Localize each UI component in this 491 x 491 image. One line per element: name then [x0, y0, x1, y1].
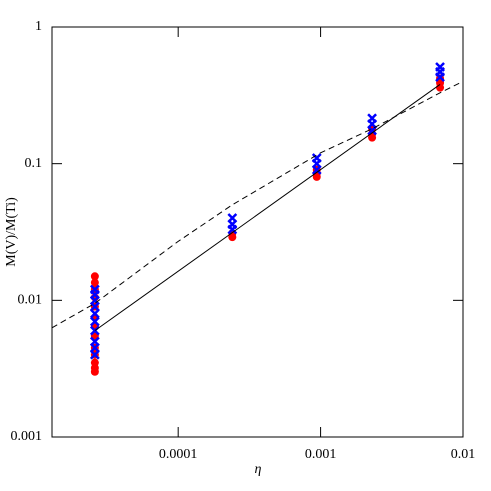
x-marker	[89, 316, 100, 327]
x-tick-label: 0.001	[305, 447, 337, 462]
y-tick-label: 0.001	[11, 429, 43, 444]
line-dashed	[51, 80, 464, 329]
y-tick-label: 1	[35, 19, 42, 34]
y-tick-label: 0.1	[25, 156, 43, 171]
x-marker	[311, 153, 322, 163]
x-tick-label: 0.01	[451, 447, 476, 462]
x-marker	[89, 284, 100, 295]
x-marker	[435, 62, 445, 72]
x-marker	[367, 113, 377, 124]
circle-marker	[90, 272, 99, 281]
y-tick-label: 0.01	[18, 293, 43, 308]
circle-marker	[90, 278, 99, 287]
plot-frame	[51, 26, 464, 438]
x-marker	[89, 336, 100, 347]
x-marker	[89, 325, 100, 336]
x-axis-label: η	[255, 462, 262, 477]
line-solid	[94, 84, 441, 332]
x-tick-label: 0.0001	[159, 447, 198, 462]
circle-marker	[90, 367, 99, 376]
y-axis-label: M(V)/M(Ti)	[4, 197, 19, 267]
x-marker	[227, 213, 238, 223]
